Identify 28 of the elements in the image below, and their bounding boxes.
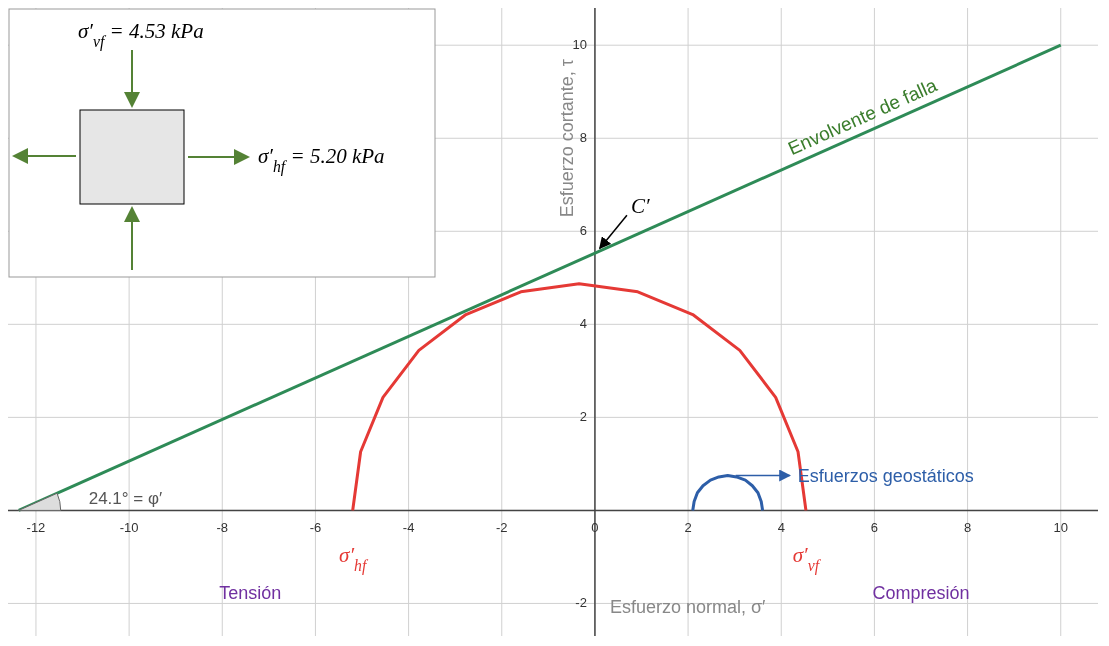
annotation: C′: [630, 194, 650, 219]
y-tick-label: 10: [572, 37, 587, 53]
annotation: Tensión: [219, 582, 282, 603]
y-tick-label: 2: [579, 409, 587, 425]
annotation: 24.1° = φ′: [88, 489, 163, 509]
x-tick-label: 4: [777, 520, 785, 536]
line-series: [691, 474, 765, 512]
y-tick-label: -2: [575, 595, 587, 611]
x-axis-title: Esfuerzo normal, σ′: [609, 596, 767, 617]
annotation: Compresión: [872, 582, 970, 603]
annotation: σ′$_{vf}$ = 4.53 kPa: [78, 19, 204, 51]
annotation: σ′$_{vf}$: [792, 543, 822, 575]
y-tick-label: 6: [579, 223, 587, 239]
x-tick-label: -6: [309, 520, 322, 536]
annotation: σ′$_{hf}$ = 5.20 kPa: [258, 144, 385, 176]
y-tick-label: 8: [579, 130, 587, 146]
y-axis-title: Esfuerzo cortante, τ: [556, 59, 577, 218]
x-tick-label: 10: [1053, 520, 1068, 536]
x-tick-label: -10: [119, 520, 139, 536]
x-tick-label: -12: [26, 520, 46, 536]
annotation: σ′$_{hf}$: [339, 543, 369, 575]
x-tick-label: 6: [870, 520, 879, 536]
y-tick-label: 4: [579, 316, 587, 332]
x-tick-label: -8: [216, 520, 229, 536]
x-tick-label: 8: [963, 520, 972, 536]
x-tick-label: -4: [402, 520, 415, 536]
x-tick-label: -2: [495, 520, 508, 536]
x-tick-label: 2: [684, 520, 692, 536]
